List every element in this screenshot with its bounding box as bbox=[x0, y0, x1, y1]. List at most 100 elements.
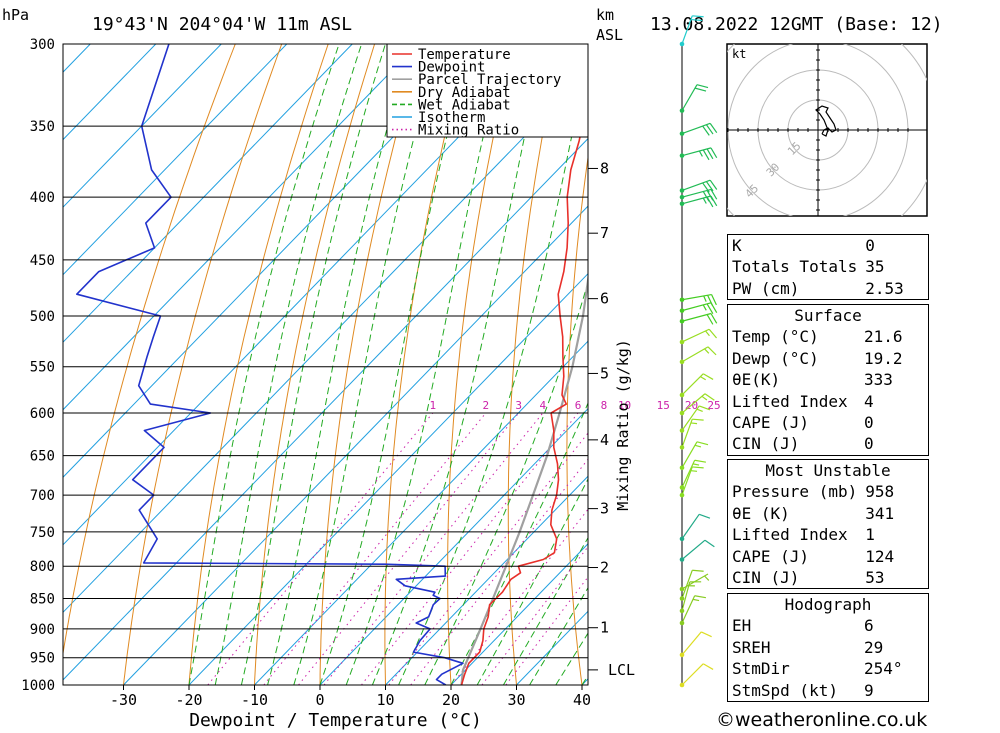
most-unstable-index-row: CAPE (J) 124 bbox=[728, 546, 928, 567]
wind-barb bbox=[679, 405, 711, 433]
legend-box bbox=[386, 43, 589, 138]
wind-barb bbox=[679, 312, 718, 325]
wind-barb-dot bbox=[679, 188, 685, 193]
wind-barb bbox=[679, 346, 717, 365]
wind-barb-dot bbox=[679, 308, 685, 313]
wind-barb-flag bbox=[692, 466, 704, 469]
legend-label: Wet Adiabat bbox=[418, 97, 511, 113]
wind-barb-dot bbox=[679, 108, 685, 113]
wind-barb-flag bbox=[710, 302, 718, 314]
pressure-tick-label: 450 bbox=[30, 253, 55, 269]
legend-label: Dry Adiabat bbox=[418, 85, 511, 101]
dry-adiabat-line bbox=[63, 44, 236, 657]
isotherm-line bbox=[63, 44, 353, 343]
wind-barb-dot bbox=[679, 318, 685, 324]
surface-index-value: 4 bbox=[864, 391, 874, 411]
wind-barb-flag bbox=[690, 18, 703, 22]
pressure-tick-label: 550 bbox=[30, 360, 55, 376]
wind-barb-flag bbox=[701, 631, 712, 638]
hodograph-index-label: StmDir bbox=[732, 659, 790, 679]
wind-barb-half-flag bbox=[705, 330, 710, 337]
km-tick-label: LCL bbox=[608, 661, 635, 679]
dry-adiabat-line bbox=[978, 44, 1000, 685]
wind-barb bbox=[679, 373, 714, 398]
wind-barb bbox=[679, 122, 718, 136]
wind-barb-half-flag bbox=[704, 575, 710, 581]
dry-adiabat-line bbox=[507, 44, 561, 685]
surface-index-label: Temp (°C) bbox=[732, 327, 819, 347]
wind-barb-flag bbox=[710, 195, 718, 207]
temperature-profile bbox=[460, 90, 588, 685]
x-tick-label: 20 bbox=[442, 691, 460, 709]
wind-barb bbox=[679, 663, 714, 688]
wind-barb bbox=[679, 539, 715, 562]
plot-frame bbox=[62, 43, 589, 686]
footer-credit: ©weatheronline.co.uk bbox=[716, 709, 928, 731]
mixing-ratio-label: 15 bbox=[657, 399, 670, 412]
wind-barb-dot bbox=[679, 153, 685, 158]
isotherm-line bbox=[123, 205, 588, 685]
wind-barb-flag bbox=[711, 294, 717, 306]
pressure-tick-label: 1000 bbox=[21, 678, 55, 694]
wind-barb bbox=[679, 195, 718, 208]
wind-barb-flag bbox=[704, 393, 715, 401]
wind-barb-staff bbox=[681, 179, 711, 192]
location-label: 19°43'N 204°04'W 11m ASL bbox=[92, 14, 352, 35]
km-tick-label: 5 bbox=[600, 364, 609, 382]
pressure-tick-label: 950 bbox=[30, 651, 55, 667]
mixing-ratio-label: 10 bbox=[618, 399, 631, 412]
surface-index-value: 0 bbox=[864, 413, 874, 433]
wind-barb bbox=[679, 459, 707, 490]
isotherm-line bbox=[63, 70, 588, 614]
wind-barb-staff bbox=[681, 405, 700, 431]
wind-barb-flag bbox=[702, 663, 714, 670]
legend-label: Parcel Trajectory bbox=[418, 72, 561, 88]
wind-barb-staff bbox=[681, 302, 712, 312]
wind-barb bbox=[679, 569, 704, 601]
surface-index-value: 19.2 bbox=[864, 348, 903, 368]
wind-barb-dot bbox=[679, 485, 685, 490]
datetime-label: 13.08.2022 12GMT (Base: 12) bbox=[650, 14, 943, 35]
wind-barb-flag bbox=[702, 149, 710, 161]
most-unstable-index-label: θE (K) bbox=[732, 503, 790, 523]
most-unstable-index-label: Lifted Index bbox=[732, 525, 848, 545]
legend-label: Dewpoint bbox=[418, 60, 485, 76]
x-tick-label: 40 bbox=[573, 691, 591, 709]
isotherm-line bbox=[63, 44, 222, 208]
hodograph-index-value: 29 bbox=[864, 637, 884, 657]
wind-barb-dot bbox=[679, 410, 685, 416]
wind-barb bbox=[679, 147, 718, 161]
wind-barb-dot bbox=[679, 492, 685, 498]
wind-barb-half-flag bbox=[694, 444, 702, 448]
wind-barb-staff bbox=[681, 460, 696, 488]
most-unstable-index-row: CIN (J) 53 bbox=[728, 567, 928, 588]
dry-adiabat-line bbox=[319, 44, 422, 685]
surface-index-row: θE(K) 333 bbox=[728, 369, 928, 390]
general-index-row: PW (cm) 2.53 bbox=[728, 278, 928, 299]
dry-adiabat-line bbox=[254, 44, 376, 685]
wind-barb-flag bbox=[694, 595, 707, 599]
hodograph-unit-label: kt bbox=[732, 47, 746, 61]
wind-barb-staff bbox=[681, 393, 706, 414]
wind-barb-half-flag bbox=[703, 295, 707, 302]
wind-barb-staff bbox=[681, 328, 710, 343]
hodograph-index-label: StmSpd (kt) bbox=[732, 680, 838, 700]
mixing-ratio-line bbox=[388, 432, 588, 685]
pressure-tick-label: 850 bbox=[30, 591, 55, 607]
isotherm-line bbox=[385, 475, 588, 685]
km-tick-label: 8 bbox=[600, 159, 609, 177]
wind-barb-flag bbox=[692, 569, 704, 572]
indices-box-general: K 0 Totals Totals 35 PW (cm) 2.53 bbox=[727, 234, 929, 301]
parcel-trajectory-profile bbox=[460, 272, 588, 685]
wind-barb-half-flag bbox=[701, 395, 708, 401]
wind-barb-flag bbox=[702, 373, 714, 380]
general-index-value: 35 bbox=[865, 257, 885, 277]
indices-box-surface: Surface Temp (°C) 21.6 Dewp (°C) 19.2 θE(K) 3… bbox=[727, 304, 929, 456]
wet-adiabat-line bbox=[529, 586, 588, 685]
mixing-ratio-label: 6 bbox=[575, 399, 582, 412]
surface-index-label: θE(K) bbox=[732, 370, 781, 390]
